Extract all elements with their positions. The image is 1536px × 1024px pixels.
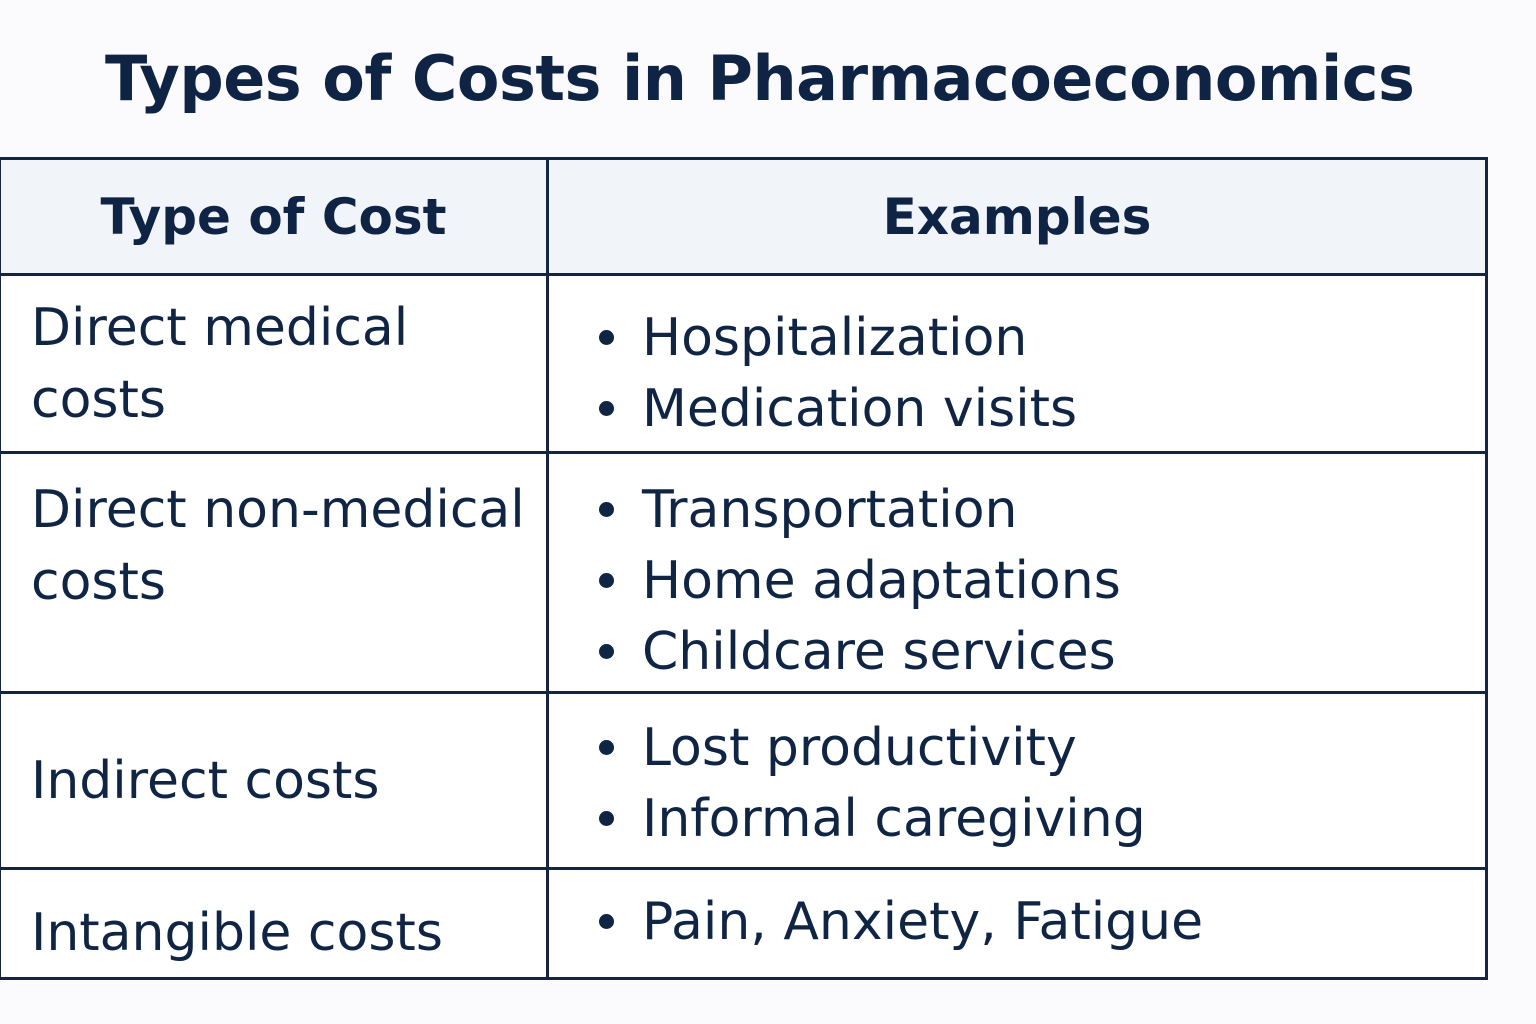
example-text: Childcare services [642,621,1116,682]
list-item: Childcare services [599,616,1485,687]
table-row: Direct medical costs Hospitalization Med… [0,273,1488,454]
bullet-icon [599,740,614,755]
list-item: Hospitalization [599,302,1485,373]
example-text: Informal caregiving [642,788,1146,849]
cost-type-cell: Indirect costs [0,691,549,870]
cost-types-table: Type of Cost Examples Direct medical cos… [0,157,1488,980]
bullet-icon [599,401,614,416]
examples-cell: Transportation Home adaptations Childcar… [546,451,1488,694]
list-item: Informal caregiving [599,783,1485,854]
bullet-icon [599,914,614,929]
example-text: Lost productivity [642,717,1077,778]
example-list: Pain, Anxiety, Fatigue [599,886,1485,957]
cost-type-cell: Direct medical costs [0,273,549,454]
table-header-row: Type of Cost Examples [0,157,1488,276]
list-item: Pain, Anxiety, Fatigue [599,886,1485,957]
bullet-icon [599,811,614,826]
example-text: Hospitalization [642,307,1028,368]
header-type-of-cost: Type of Cost [0,157,549,276]
examples-cell: Lost productivity Informal caregiving [546,691,1488,870]
list-item: Transportation [599,474,1485,545]
bullet-icon [599,573,614,588]
table-row: Direct non-medical costs Transportation … [0,451,1488,694]
example-text: Transportation [642,479,1018,540]
list-item: Medication visits [599,373,1485,444]
example-text: Home adaptations [642,550,1121,611]
header-examples: Examples [546,157,1488,276]
list-item: Lost productivity [599,712,1485,783]
cost-type-cell: Direct non-medical costs [0,451,549,694]
table-row: Indirect costs Lost productivity Informa… [0,691,1488,870]
example-text: Pain, Anxiety, Fatigue [642,891,1204,952]
example-list: Lost productivity Informal caregiving [599,712,1485,854]
page-title: Types of Costs in Pharmacoeconomics [105,42,1415,115]
bullet-icon [599,502,614,517]
bullet-icon [599,330,614,345]
bullet-icon [599,644,614,659]
example-list: Transportation Home adaptations Childcar… [599,474,1485,687]
cost-type-cell: Intangible costs [0,867,549,980]
table-row: Intangible costs Pain, Anxiety, Fatigue [0,867,1488,980]
example-text: Medication visits [642,378,1078,439]
examples-cell: Pain, Anxiety, Fatigue [546,867,1488,980]
example-list: Hospitalization Medication visits [599,302,1485,444]
examples-cell: Hospitalization Medication visits [546,273,1488,454]
list-item: Home adaptations [599,545,1485,616]
